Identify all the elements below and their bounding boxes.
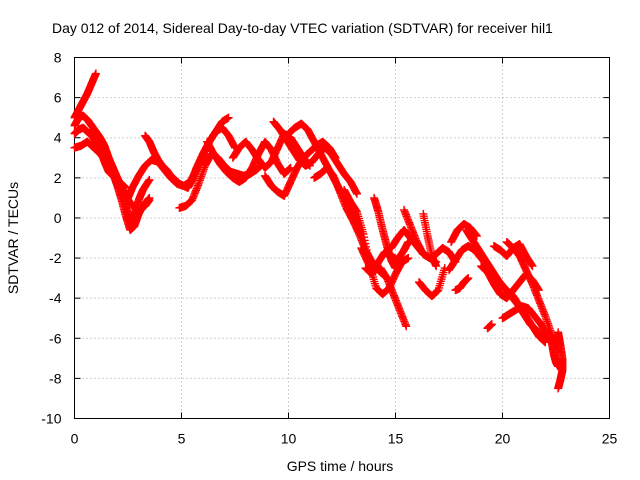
data-point [402,322,411,331]
data-point [145,175,154,184]
chart-title: Day 012 of 2014, Sidereal Day-to-day VTE… [52,20,553,36]
x-tick-label: 10 [281,431,297,447]
series-arc18 [370,193,400,273]
y-tick-label: 4 [54,130,62,146]
series-arc16 [357,244,411,331]
data-points [70,69,567,393]
data-point [391,264,400,273]
series-arc21 [415,264,449,301]
series-arc7 [141,113,233,192]
grid [74,57,610,419]
x-tick-label: 20 [495,431,511,447]
y-tick-label: 8 [54,50,62,66]
x-tick-label: 15 [388,431,404,447]
y-tick-label: -4 [49,290,62,306]
data-point [145,195,154,204]
y-tick-label: -2 [49,250,62,266]
y-tick-label: -10 [41,411,61,427]
data-point [404,254,413,263]
y-tick-label: 2 [54,170,62,186]
data-point [352,189,361,198]
x-tick-label: 0 [71,431,79,447]
y-tick-label: -8 [49,370,62,386]
series-arc5 [87,125,130,192]
y-tick-label: 6 [54,90,62,106]
y-tick-label: 0 [54,210,62,226]
series-arc17 [361,238,413,279]
series-arc12 [269,117,361,198]
data-point [224,113,233,122]
x-tick-label: 5 [178,431,186,447]
y-tick-label: -6 [49,330,62,346]
axis-ticks: 0 5 10 15 20 25 -10 -8 -6 -4 -2 0 2 4 6 8 [41,50,617,447]
x-axis-title: GPS time / hours [287,458,394,474]
y-axis-title: SDTVAR / TECUs [5,182,21,294]
data-point [91,69,100,78]
plot-frame [74,57,610,419]
x-tick-label: 25 [602,431,618,447]
series-arc9 [203,137,295,186]
series-arc25 [451,274,473,295]
series-arc31 [483,320,496,333]
